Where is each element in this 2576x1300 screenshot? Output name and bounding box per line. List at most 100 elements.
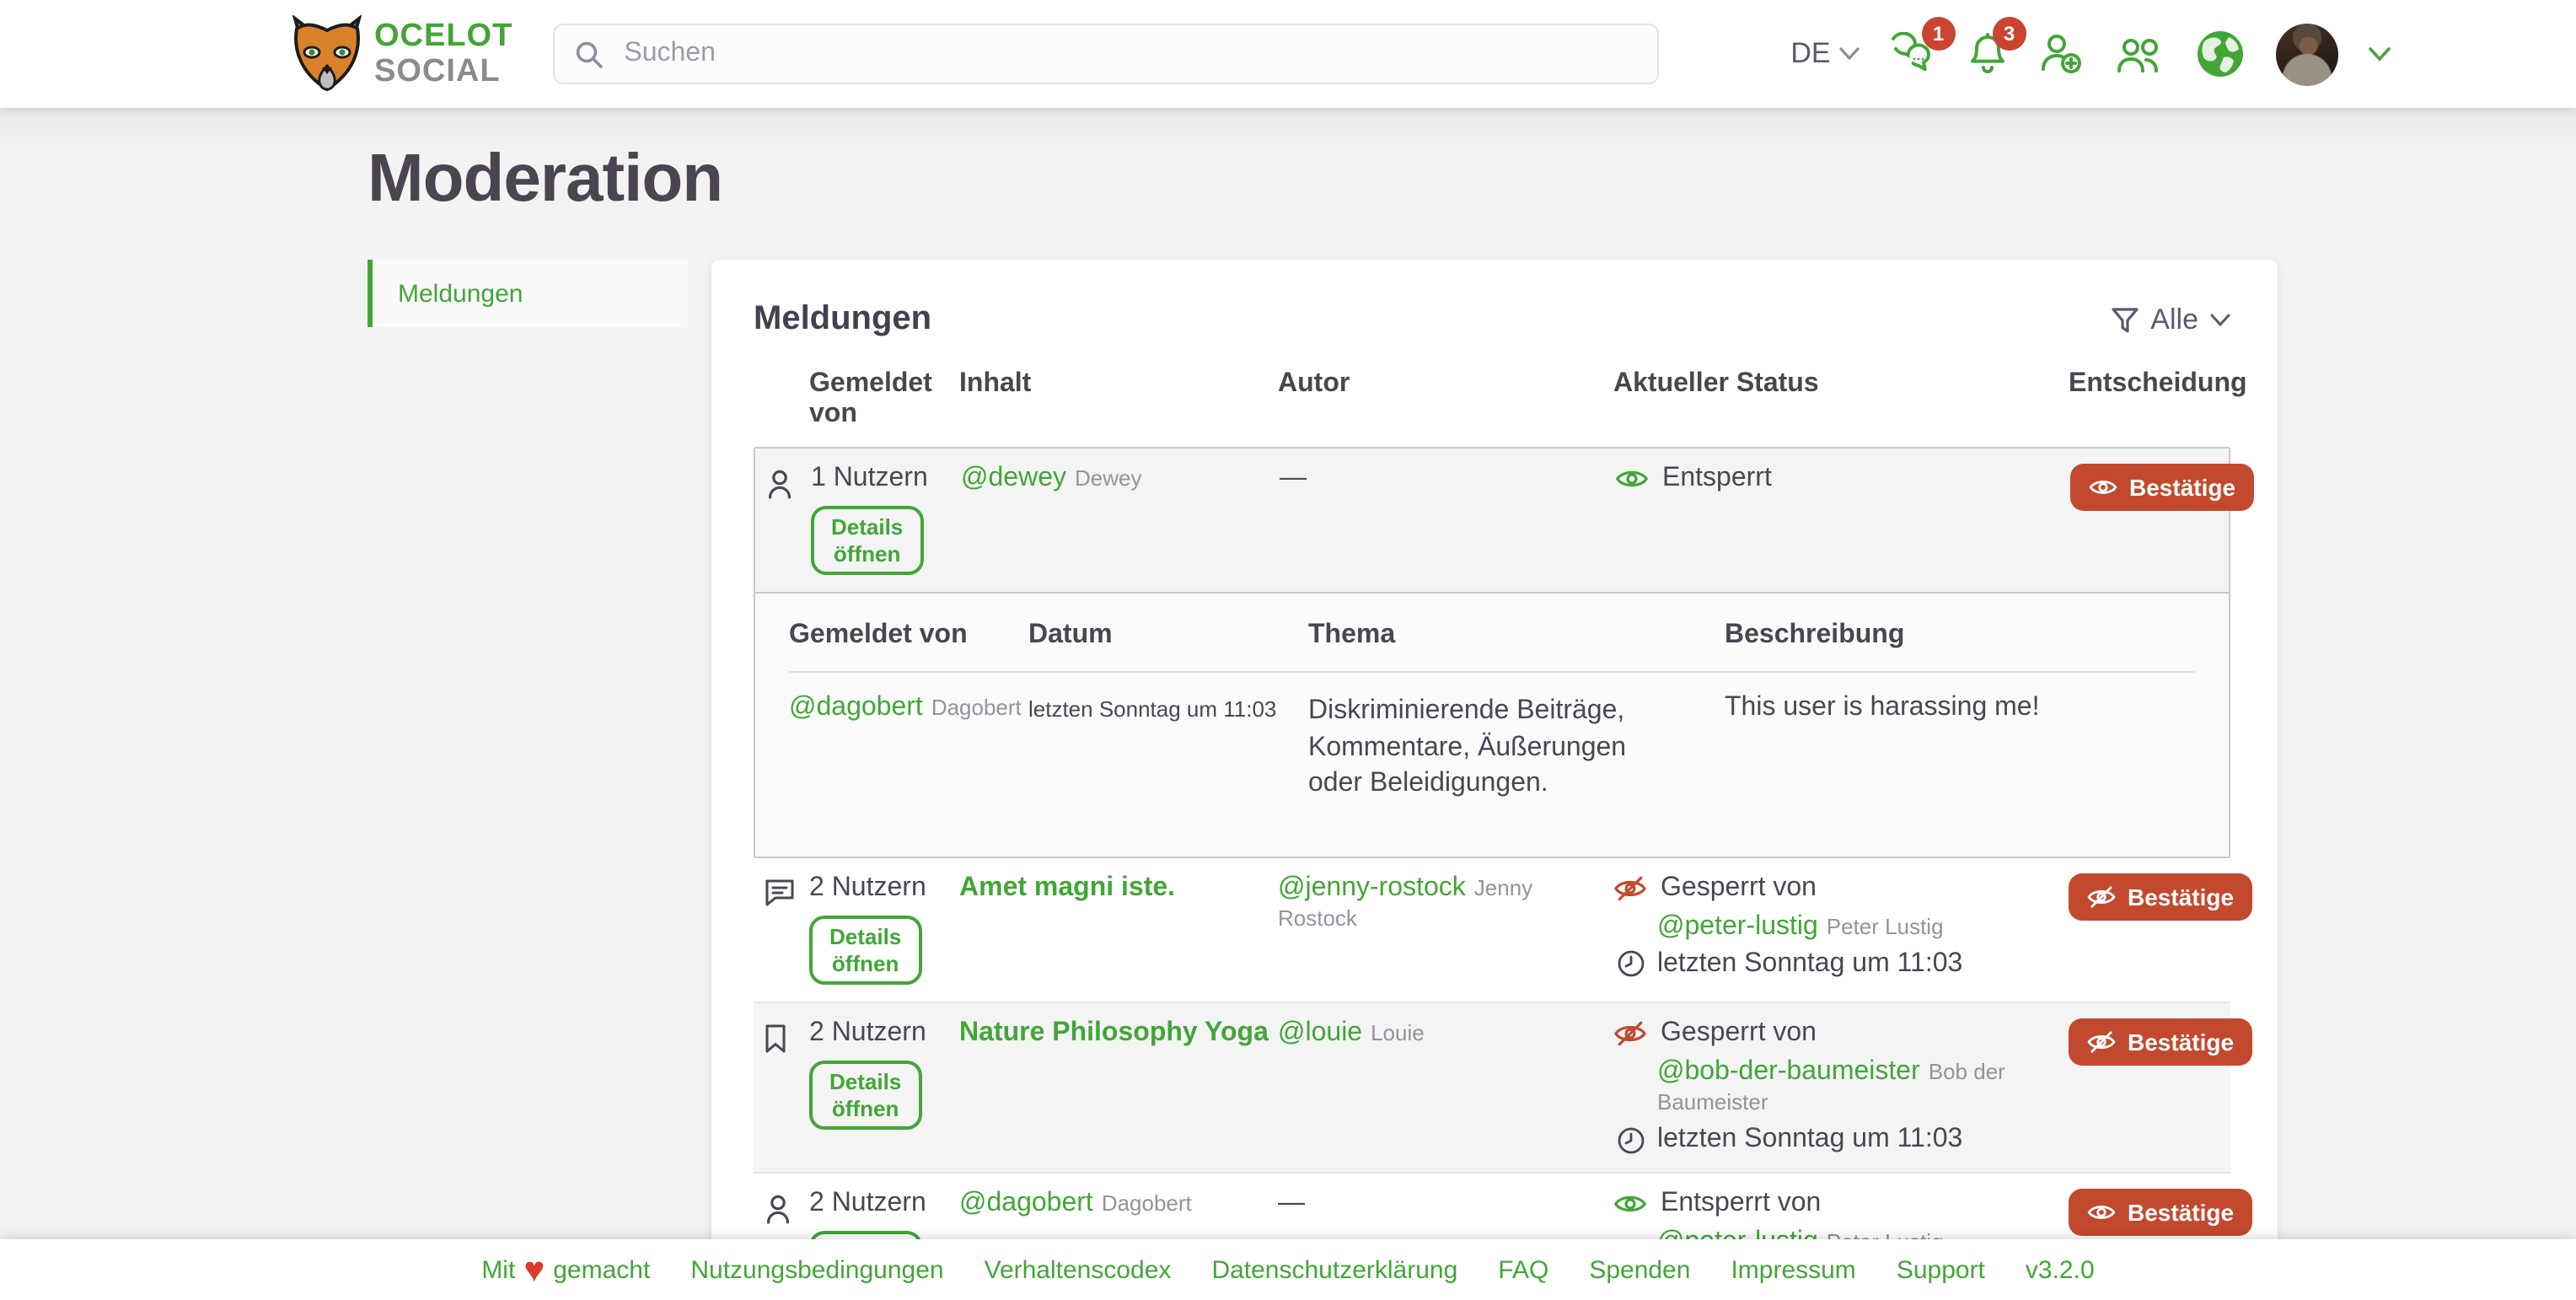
author-user-name: Jenny Rostock: [1278, 874, 1533, 931]
side-menu: Meldungen: [368, 260, 688, 327]
details-header-row: Gemeldet von Datum Thema Beschreibung: [789, 620, 2195, 674]
search-input[interactable]: [620, 37, 1638, 71]
col-header-autor: Autor: [1278, 369, 1350, 398]
col-header-gemeldet-von: Gemeldet von: [809, 369, 932, 428]
author-user-link[interactable]: @louie: [1278, 1018, 1363, 1048]
language-label: DE: [1790, 37, 1831, 69]
notifications-badge: 3: [1992, 17, 2026, 51]
content-user-name: Dagobert: [1101, 1190, 1192, 1217]
reporters-count: 1 Nutzern: [811, 464, 928, 492]
page-title: Moderation: [368, 142, 723, 216]
filter-dropdown[interactable]: Alle: [2110, 303, 2230, 336]
report-row: 1 Nutzern Details öffnen @dewey Dewey —: [755, 449, 2255, 593]
version-label: v3.2.0: [2025, 1255, 2095, 1284]
confirm-button[interactable]: Bestätige: [2070, 464, 2255, 511]
footer-link-nutzungsbedingungen[interactable]: Nutzungsbedingungen: [690, 1255, 944, 1284]
footer-link-faq[interactable]: FAQ: [1498, 1255, 1549, 1284]
globe-icon: [2197, 31, 2243, 77]
eye-icon: [2089, 481, 2117, 494]
user-icon: [766, 1195, 790, 1224]
top-bar-actions: DE 1 3: [1790, 17, 2391, 85]
brand-line2: SOCIAL: [374, 54, 501, 89]
content-user-link[interactable]: @dagobert: [959, 1189, 1093, 1218]
open-details-button[interactable]: Details öffnen: [809, 915, 922, 986]
avatar-menu-chevron-icon[interactable]: [2368, 46, 2391, 62]
confirm-button[interactable]: Bestätige: [2069, 873, 2253, 921]
comment-icon: [765, 879, 794, 906]
user-icon: [768, 470, 792, 499]
moderation-page: Moderation Meldungen Meldungen Alle Geme…: [0, 108, 2576, 1300]
reports-card: Meldungen Alle Gemeldet von Inhalt Autor…: [711, 260, 2278, 1300]
content-user-name: Dewey: [1075, 465, 1142, 491]
footer-link-verhaltenscodex[interactable]: Verhaltenscodex: [984, 1255, 1172, 1284]
details-col-gemeldet-von: Gemeldet von: [789, 620, 968, 650]
details-col-thema: Thema: [1308, 620, 1396, 650]
status-moderator-name: Peter Lustig: [1826, 913, 1944, 939]
filter-funnel-icon: [2111, 307, 2138, 332]
footer-link-impressum[interactable]: Impressum: [1731, 1255, 1856, 1284]
chevron-down-icon: [2210, 313, 2230, 326]
report-row: 2 Nutzern Details öffnen Amet magni iste…: [754, 857, 2253, 1002]
status-timestamp: letzten Sonntag um 11:03: [1657, 948, 1963, 978]
notifications-button[interactable]: 3: [1967, 17, 2026, 76]
confirm-button[interactable]: Bestätige: [2069, 1189, 2253, 1237]
footer-link-support[interactable]: Support: [1896, 1255, 1985, 1284]
open-details-button[interactable]: Details öffnen: [809, 1061, 922, 1131]
author-user-link[interactable]: @jenny-rostock: [1278, 873, 1466, 902]
eye-off-icon: [2087, 886, 2116, 908]
reporter-user-name: Dagobert: [931, 695, 1022, 721]
bookmark-icon: [765, 1024, 786, 1053]
user-avatar[interactable]: [2275, 23, 2338, 85]
confirm-button[interactable]: Bestätige: [2069, 1018, 2253, 1066]
col-header-inhalt: Inhalt: [959, 369, 1032, 398]
messages-button[interactable]: 1: [1890, 17, 1956, 76]
content-post-link[interactable]: Nature Philosophy Yoga: [959, 1018, 1269, 1048]
status-moderator-link[interactable]: @peter-lustig: [1657, 911, 1818, 941]
eye-off-icon: [2087, 1031, 2116, 1053]
status-label: Gesperrt von: [1661, 1018, 1817, 1048]
details-col-datum: Datum: [1028, 620, 1113, 650]
filter-label: Alle: [2150, 303, 2198, 335]
add-user-button[interactable]: [2038, 32, 2084, 76]
status-timestamp: letzten Sonntag um 11:03: [1657, 1125, 1963, 1154]
content-post-link[interactable]: Amet magni iste.: [959, 873, 1176, 902]
col-header-entscheidung: Entscheidung: [2069, 369, 2247, 398]
chevron-down-icon: [1838, 47, 1860, 61]
made-with-love[interactable]: Mit ♥ gemacht: [481, 1250, 651, 1289]
content-user-link[interactable]: @dewey: [961, 464, 1066, 492]
ocelot-logo-icon: [290, 15, 364, 93]
status-label: Gesperrt von: [1661, 873, 1817, 902]
reporter-user-link[interactable]: @dagobert: [789, 693, 923, 723]
col-header-status: Aktueller Status: [1613, 369, 1819, 398]
footer-link-spenden[interactable]: Spenden: [1589, 1255, 1691, 1284]
search-bar: [553, 24, 1660, 84]
status-moderator-name: Bob der Baumeister: [1657, 1059, 2005, 1115]
status-label: Entsperrt von: [1661, 1189, 1822, 1218]
author-user-name: Louie: [1371, 1020, 1425, 1046]
search-icon: [575, 40, 604, 68]
open-details-button[interactable]: Details öffnen: [811, 506, 924, 576]
footer-link-datenschutzerklaerung[interactable]: Datenschutzerklärung: [1211, 1255, 1458, 1284]
eye-icon: [1615, 470, 1649, 487]
groups-button[interactable]: [2114, 34, 2165, 74]
language-globe-button[interactable]: [2195, 29, 2246, 79]
brand-line1: OCELOT: [374, 19, 513, 54]
language-selector[interactable]: DE: [1790, 37, 1860, 71]
reporters-count: 2 Nutzern: [809, 1018, 926, 1048]
status-moderator-link[interactable]: @bob-der-baumeister: [1657, 1057, 1920, 1087]
author-empty: —: [1278, 1189, 1305, 1218]
eye-icon: [2087, 1206, 2116, 1220]
card-title: Meldungen: [754, 300, 932, 337]
report-topic: Diskriminierende Beiträge, Kommentare, Ä…: [1308, 696, 1627, 798]
reporters-count: 2 Nutzern: [809, 873, 926, 902]
sidebar-item-label: Meldungen: [398, 279, 523, 308]
brand-logo[interactable]: OCELOT SOCIAL: [290, 15, 513, 93]
report-details-panel: Gemeldet von Datum Thema Beschreibung @d…: [755, 592, 2229, 857]
eye-off-icon: [1614, 1021, 1646, 1046]
author-empty: —: [1280, 464, 1307, 492]
details-col-beschreibung: Beschreibung: [1725, 620, 1905, 650]
report-description: This user is harassing me!: [1725, 693, 2040, 723]
status-label: Entsperrt: [1662, 464, 1772, 492]
sidebar-item-meldungen[interactable]: Meldungen: [368, 260, 688, 327]
